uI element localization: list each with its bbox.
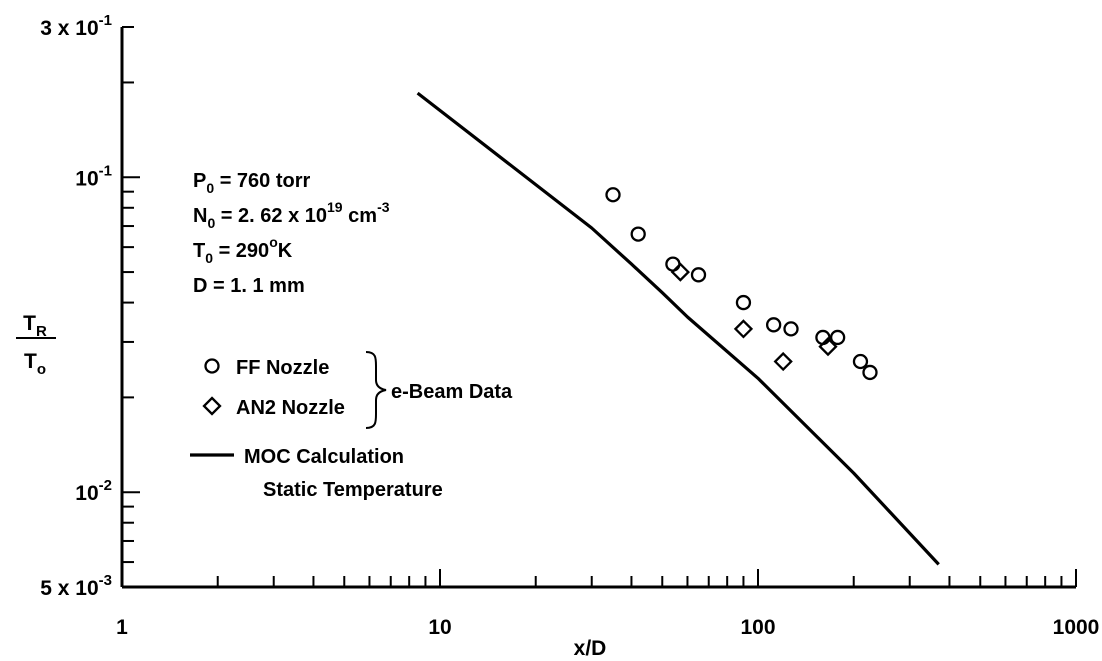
condition-text: T0 = 290oK	[193, 234, 293, 266]
ff-nozzle-point	[690, 267, 707, 283]
legend-diamond-marker	[202, 396, 222, 416]
ff-nozzle-point	[783, 321, 799, 337]
an2-nozzle-point	[773, 351, 793, 372]
x-tick-label: 1000	[1053, 616, 1100, 639]
legend-brace	[365, 351, 387, 429]
x-axis-title: x/D	[574, 637, 607, 660]
ff-nozzle-point	[815, 329, 831, 346]
an2-nozzle-point	[818, 336, 838, 357]
ff-nozzle-point	[605, 187, 621, 203]
x-tick-label: 1	[116, 616, 128, 639]
condition-text: N0 = 2. 62 x 1019 cm-3	[193, 199, 390, 231]
ff-nozzle-point	[862, 364, 878, 381]
tick-labels: 1 10 100 1000 3 x 10-1 10-1 10-2 5 x 10-3	[40, 12, 1099, 639]
condition-text: P0 = 760 torr	[193, 170, 311, 196]
legend-moc-calculation: MOC Calculation	[244, 446, 404, 468]
svg-text:To: To	[24, 350, 46, 378]
y-tick-label: 5 x 10-3	[40, 572, 112, 600]
axes	[120, 27, 1076, 589]
ff-nozzle-point	[829, 329, 846, 346]
ticks	[121, 26, 1077, 588]
legend-circle-marker	[204, 358, 220, 374]
legend-an2-nozzle: AN2 Nozzle	[236, 397, 345, 419]
y-tick-label: 3 x 10-1	[40, 12, 112, 40]
ff-nozzle-point	[630, 226, 646, 242]
condition-text: D = 1. 1 mm	[193, 275, 305, 297]
ff-nozzle-point	[735, 294, 752, 311]
ff-nozzle-point	[852, 353, 869, 370]
an2-nozzle-point	[670, 262, 690, 282]
x-tick-label: 10	[428, 616, 451, 639]
y-axis-title: TR To	[16, 312, 56, 378]
ff-nozzle-point	[766, 317, 782, 333]
legend-ff-nozzle: FF Nozzle	[236, 357, 329, 379]
svg-text:TR: TR	[23, 312, 47, 340]
y-tick-label: 10-1	[75, 162, 112, 190]
legend: P0 = 760 torr N0 = 2. 62 x 1019 cm-3T0 = …	[190, 170, 513, 501]
an2-nozzle-point	[733, 319, 754, 339]
moc-calculation-line	[416, 91, 940, 566]
ff-nozzle-point	[665, 256, 681, 272]
x-tick-label: 100	[740, 616, 775, 639]
y-tick-label: 10-2	[75, 477, 112, 505]
legend-static-temperature: Static Temperature	[263, 479, 443, 501]
plot-area	[416, 91, 940, 566]
legend-e-beam-data: e-Beam Data	[391, 381, 513, 403]
